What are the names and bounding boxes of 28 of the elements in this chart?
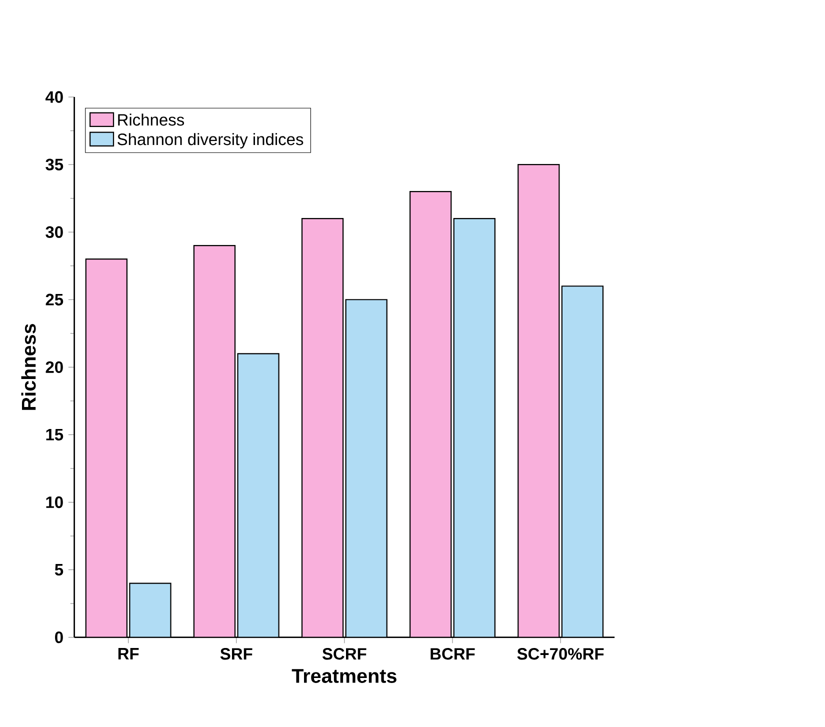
bar <box>129 582 172 638</box>
y-tick-label: 15 <box>46 428 64 440</box>
bar <box>85 258 128 638</box>
y-tick-label: 35 <box>46 158 64 170</box>
y-tick-label: 0 <box>55 631 63 644</box>
bar <box>237 352 280 638</box>
y-tick-label: 30 <box>46 226 63 238</box>
x-tick-label: RF <box>118 648 139 660</box>
bar <box>301 218 344 638</box>
y-tick-label: 10 <box>46 496 63 508</box>
bar <box>410 190 452 638</box>
bar <box>518 164 560 638</box>
x-axis-title: Treatments <box>292 669 396 683</box>
bar <box>561 285 604 638</box>
x-tick-label: SCRF <box>322 648 366 660</box>
y-tick-label: 20 <box>46 361 63 373</box>
y-axis-title: Richness <box>21 324 36 410</box>
y-tick-label: 5 <box>54 564 64 576</box>
x-tick-label: SRF <box>220 648 252 660</box>
bar <box>345 298 388 638</box>
y-tick-label: 25 <box>46 294 64 306</box>
x-tick-label: BCRF <box>430 648 475 660</box>
legend-label: Shannon diversity indices <box>118 133 304 148</box>
bar <box>453 218 496 638</box>
legend-label: Richness <box>118 113 184 126</box>
bar <box>193 244 236 638</box>
y-tick-label: 40 <box>45 91 63 103</box>
x-tick-label: SC+70%RF <box>517 648 604 660</box>
